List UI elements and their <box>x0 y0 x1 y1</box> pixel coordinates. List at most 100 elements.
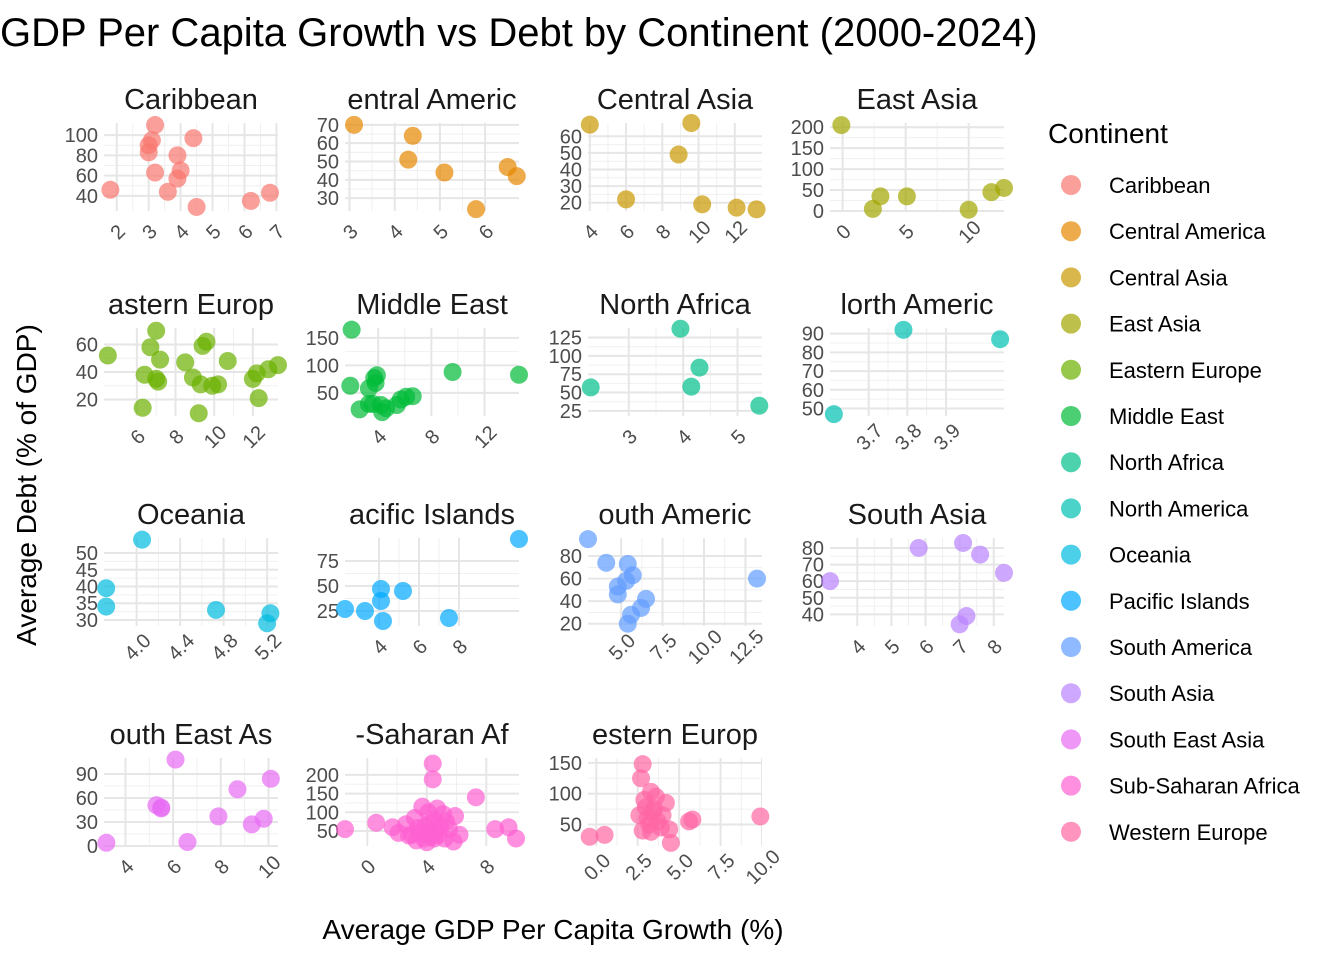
y-tick-label: 50 <box>560 143 582 165</box>
y-tick-label: 35 <box>76 593 98 615</box>
legend-label: Western Europe <box>1109 820 1268 845</box>
data-point <box>995 178 1013 197</box>
data-points <box>824 320 1010 424</box>
y-tick-label: 60 <box>76 166 98 188</box>
legend-label: Middle East <box>1109 404 1224 429</box>
data-point <box>97 833 116 852</box>
data-point <box>241 191 260 210</box>
facet-strip-label: -Saharan Af <box>355 719 509 751</box>
data-point <box>617 190 636 209</box>
data-point <box>832 116 851 135</box>
facet-strip-label: North Africa <box>599 289 751 321</box>
y-tick-label: 100 <box>306 355 339 377</box>
data-point <box>954 533 973 552</box>
y-tick-label: 50 <box>560 814 582 836</box>
data-point <box>579 530 597 549</box>
y-tick-label: 20 <box>560 193 582 215</box>
y-tick-label: 45 <box>76 560 98 582</box>
y-tick-label: 150 <box>791 138 824 160</box>
facet-strip-label: acific Islands <box>349 499 515 531</box>
x-tick-label: 5 <box>202 221 225 244</box>
x-tick-label: 10.0 <box>684 626 727 669</box>
legend-item: Caribbean <box>1061 173 1211 198</box>
data-point <box>269 356 287 375</box>
y-tick-label: 60 <box>76 788 98 810</box>
data-point <box>690 358 709 377</box>
data-point <box>608 585 627 604</box>
legend-key <box>1061 313 1081 334</box>
legend-title: Continent <box>1048 118 1168 149</box>
x-tick-label: 5 <box>881 636 904 659</box>
data-point <box>141 338 160 357</box>
x-tick-label: 0 <box>832 221 855 244</box>
y-tick-label: 70 <box>317 115 339 137</box>
x-tick-label: 0 <box>357 856 380 879</box>
data-point <box>166 750 185 769</box>
data-points <box>336 754 526 852</box>
data-point <box>669 145 688 164</box>
data-point <box>633 755 652 774</box>
data-point <box>158 182 177 201</box>
data-point <box>254 809 273 828</box>
y-tick-label: 75 <box>317 551 339 573</box>
y-tick-label: 100 <box>549 784 582 806</box>
grid-lines <box>588 123 762 211</box>
data-point <box>959 200 978 219</box>
data-point <box>423 754 442 773</box>
data-points <box>821 533 1013 634</box>
legend-key <box>1061 775 1081 796</box>
facet-strip-label: Oceania <box>137 499 246 531</box>
x-tick-label: 4 <box>115 856 138 879</box>
x-tick-label: 6 <box>163 856 186 879</box>
x-tick-label: 12 <box>470 422 501 453</box>
data-point <box>367 813 386 832</box>
grid-lines <box>104 538 278 626</box>
x-tick-label: 4 <box>368 426 391 449</box>
facet-strip-label: outh East As <box>110 719 273 751</box>
legend-item: South Asia <box>1061 681 1215 706</box>
x-tick-label: 8 <box>165 426 188 449</box>
data-point <box>176 353 195 372</box>
data-points <box>345 115 526 219</box>
x-tick-label: 2 <box>106 221 129 244</box>
x-tick-label: 4 <box>673 426 696 449</box>
data-point <box>249 389 268 408</box>
legend-key <box>1061 821 1081 842</box>
x-tick-label: 12 <box>239 422 270 453</box>
legend-item: Sub-Saharan Africa <box>1061 774 1301 799</box>
y-tick-label: 60 <box>317 133 339 155</box>
y-tick-label: 50 <box>560 383 582 405</box>
data-points <box>97 530 280 633</box>
legend-label: Sub-Saharan Africa <box>1109 774 1301 799</box>
y-tick-label: 80 <box>802 538 824 560</box>
x-tick-label: 5 <box>895 221 918 244</box>
data-point <box>101 180 120 199</box>
y-tick-label: 25 <box>560 401 582 423</box>
y-tick-label: 30 <box>76 812 98 834</box>
y-tick-label: 40 <box>317 170 339 192</box>
y-tick-label: 40 <box>76 186 98 208</box>
data-point <box>147 321 166 340</box>
y-tick-label: 200 <box>306 765 339 787</box>
data-point <box>98 346 117 365</box>
data-point <box>399 150 418 169</box>
y-tick-label: 40 <box>802 604 824 626</box>
x-tick-label: 3.8 <box>891 420 926 455</box>
x-tick-label: 10 <box>254 852 285 883</box>
data-point <box>466 788 485 807</box>
y-tick-label: 150 <box>306 328 339 350</box>
y-tick-label: 50 <box>802 399 824 421</box>
x-tick-label: 8 <box>421 426 444 449</box>
x-tick-label: 3 <box>138 221 161 244</box>
data-point <box>207 600 226 619</box>
data-point <box>184 129 203 148</box>
data-point <box>152 799 171 818</box>
